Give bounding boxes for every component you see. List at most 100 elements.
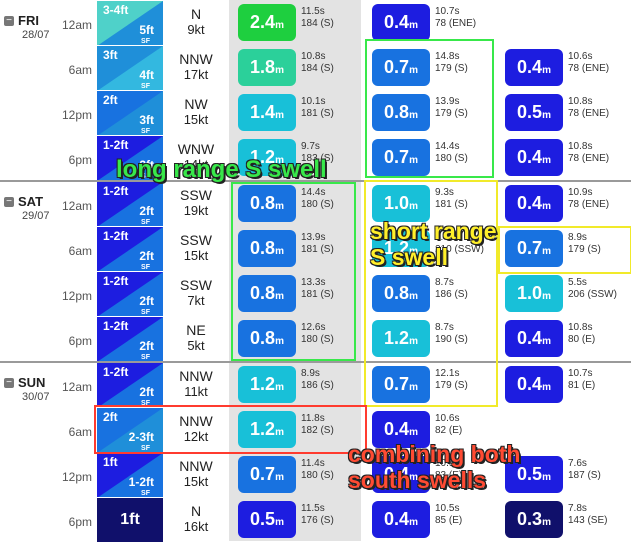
metre-unit: m xyxy=(542,382,551,393)
secondary-swell-height-badge[interactable]: 0.7m xyxy=(372,49,430,86)
surf-height-cell: 1-2ft 2ft SF xyxy=(97,136,163,180)
secondary-swell-height-badge[interactable]: 0.8m xyxy=(372,94,430,131)
primary-swell-height-badge[interactable]: 1.2m xyxy=(238,366,296,403)
primary-swell-period: 10.1s xyxy=(301,96,326,107)
secondary-swell-height-badge[interactable]: 0.8m xyxy=(372,275,430,312)
surf-min-label: 1-2ft xyxy=(103,229,129,243)
primary-swell-height-badge[interactable]: 0.8m xyxy=(238,230,296,267)
secondary-swell-height-badge[interactable]: 0.4m xyxy=(372,501,430,538)
primary-swell-height-value: 1.2 xyxy=(250,419,276,439)
secondary-swell-height-badge[interactable]: 0.4m xyxy=(372,4,430,41)
secondary-swell-height-badge[interactable]: 1.2m xyxy=(372,230,430,267)
tertiary-swell-height-badge[interactable]: 0.3m xyxy=(505,501,563,538)
day-date: 28/07 xyxy=(22,29,50,42)
secondary-swell-info: 10.7s 78 (ENE) xyxy=(435,6,476,30)
primary-swell-height-badge[interactable]: 0.8m xyxy=(238,185,296,222)
tertiary-swell-info: 5.5s 206 (SSW) xyxy=(568,277,617,301)
surf-height-cell: 1-2ft 2ft SF xyxy=(97,363,163,407)
secondary-swell-height-badge[interactable]: 0.4m xyxy=(372,411,430,448)
secondary-swell-height-value: 0.4 xyxy=(384,509,410,529)
time-label: 12am xyxy=(61,199,92,213)
time-label: 12am xyxy=(61,18,92,32)
surf-split-triangle xyxy=(98,136,163,180)
secondary-swell-direction: 186 (S) xyxy=(435,289,468,300)
surf-split-triangle xyxy=(98,317,163,361)
wind-cell: NE 5kt xyxy=(166,317,226,353)
primary-swell-period: 11.5s xyxy=(301,503,325,514)
secondary-swell-height-badge[interactable]: 0.4m xyxy=(372,456,430,493)
primary-swell-height-value: 1.8 xyxy=(250,57,276,77)
collapse-day-toggle[interactable]: − xyxy=(4,15,14,26)
surf-max-label: 3ft xyxy=(139,113,154,127)
wind-speed: 16kt xyxy=(183,519,209,534)
collapse-day-toggle[interactable]: − xyxy=(4,196,14,207)
primary-swell-period: 11.8s xyxy=(301,413,325,424)
primary-swell-height-badge[interactable]: 1.8m xyxy=(238,49,296,86)
tertiary-swell-height-badge[interactable]: 1.0m xyxy=(505,275,563,312)
tertiary-swell-height-value: 0.5 xyxy=(517,464,543,484)
note-short-range: short range S swell xyxy=(370,218,497,270)
tertiary-swell-height-badge[interactable]: 0.5m xyxy=(505,456,563,493)
metre-unit: m xyxy=(409,427,418,438)
tertiary-swell-height-badge[interactable]: 0.4m xyxy=(505,366,563,403)
metre-unit: m xyxy=(542,517,551,528)
tertiary-swell-height-badge[interactable]: 0.4m xyxy=(505,49,563,86)
metre-unit: m xyxy=(409,155,418,166)
secondary-swell-height-badge[interactable]: 1.0m xyxy=(372,185,430,222)
secondary-swell-height-badge[interactable]: 0.7m xyxy=(372,139,430,176)
metre-unit: m xyxy=(409,382,418,393)
surf-max-label: 2ft xyxy=(139,158,154,172)
metre-unit: m xyxy=(409,291,418,302)
tertiary-swell-height-badge[interactable]: 0.4m xyxy=(505,139,563,176)
primary-swell-height-badge[interactable]: 0.8m xyxy=(238,320,296,357)
primary-swell-direction: 183 (S) xyxy=(301,153,334,164)
surf-min-label: 1-2ft xyxy=(103,138,129,152)
surf-height-cell: 1-2ft 2ft SF xyxy=(97,272,163,316)
surf-split-triangle xyxy=(98,272,163,316)
surf-max-label: 2ft xyxy=(139,294,154,308)
tertiary-swell-info: 8.9s 179 (S) xyxy=(568,232,601,256)
primary-swell-period: 14.4s xyxy=(301,187,326,198)
secondary-swell-height-badge[interactable]: 0.7m xyxy=(372,366,430,403)
metre-unit: m xyxy=(409,246,418,257)
primary-swell-height-badge[interactable]: 1.2m xyxy=(238,411,296,448)
tertiary-swell-height-badge[interactable]: 0.4m xyxy=(505,185,563,222)
wind-speed: 11kt xyxy=(184,384,208,399)
tertiary-swell-period: 10.7s xyxy=(568,368,593,379)
forecast-row: 12pm 1-2ft 2ft SF SSW 7kt 0.8m 13.3s 181 (S) 0.8m… xyxy=(0,272,631,317)
primary-swell-height-badge[interactable]: 0.5m xyxy=(238,501,296,538)
primary-swell-height-badge[interactable]: 1.4m xyxy=(238,94,296,131)
collapse-day-toggle[interactable]: − xyxy=(4,377,14,388)
primary-swell-direction: 186 (S) xyxy=(301,380,334,391)
secondary-swell-height-value: 0.4 xyxy=(384,12,410,32)
primary-swell-height-value: 1.2 xyxy=(250,147,276,167)
secondary-swell-height-value: 0.7 xyxy=(384,147,410,167)
day-label: − SAT 29/07 xyxy=(4,193,50,222)
primary-swell-column-bg xyxy=(229,0,361,541)
primary-swell-height-badge[interactable]: 0.7m xyxy=(238,456,296,493)
primary-swell-height-badge[interactable]: 1.2m xyxy=(238,139,296,176)
secondary-swell-height-value: 0.8 xyxy=(384,102,410,122)
tertiary-swell-info: 10.7s 81 (E) xyxy=(568,368,595,392)
secondary-swell-info: 6.4s 210 (SSW) xyxy=(435,232,484,256)
primary-swell-period: 11.4s xyxy=(301,458,325,469)
tertiary-swell-height-value: 1.0 xyxy=(517,283,543,303)
surf-sf-label: SF xyxy=(141,264,150,271)
wind-direction: NE xyxy=(186,322,206,338)
wind-speed: 15kt xyxy=(183,474,209,489)
tertiary-swell-period: 7.8s xyxy=(568,503,587,514)
metre-unit: m xyxy=(275,20,284,31)
tertiary-swell-direction: 187 (S) xyxy=(568,470,601,481)
secondary-swell-height-badge[interactable]: 1.2m xyxy=(372,320,430,357)
tertiary-swell-height-badge[interactable]: 0.7m xyxy=(505,230,563,267)
primary-swell-height-badge[interactable]: 0.8m xyxy=(238,275,296,312)
forecast-row: 12am 1-2ft 2ft SF NNW 11kt 1.2m 8.9s 186 (S) 0.7m… xyxy=(0,363,631,408)
secondary-swell-direction: 179 (S) xyxy=(435,380,468,391)
wind-cell: NNW 17kt xyxy=(166,46,226,82)
primary-swell-height-badge[interactable]: 2.4m xyxy=(238,4,296,41)
surf-center-label: 1ft xyxy=(120,511,140,528)
secondary-swell-direction: 210 (SSW) xyxy=(435,244,484,255)
tertiary-swell-height-badge[interactable]: 0.4m xyxy=(505,320,563,357)
tertiary-swell-height-badge[interactable]: 0.5m xyxy=(505,94,563,131)
primary-swell-height-value: 0.8 xyxy=(250,283,276,303)
